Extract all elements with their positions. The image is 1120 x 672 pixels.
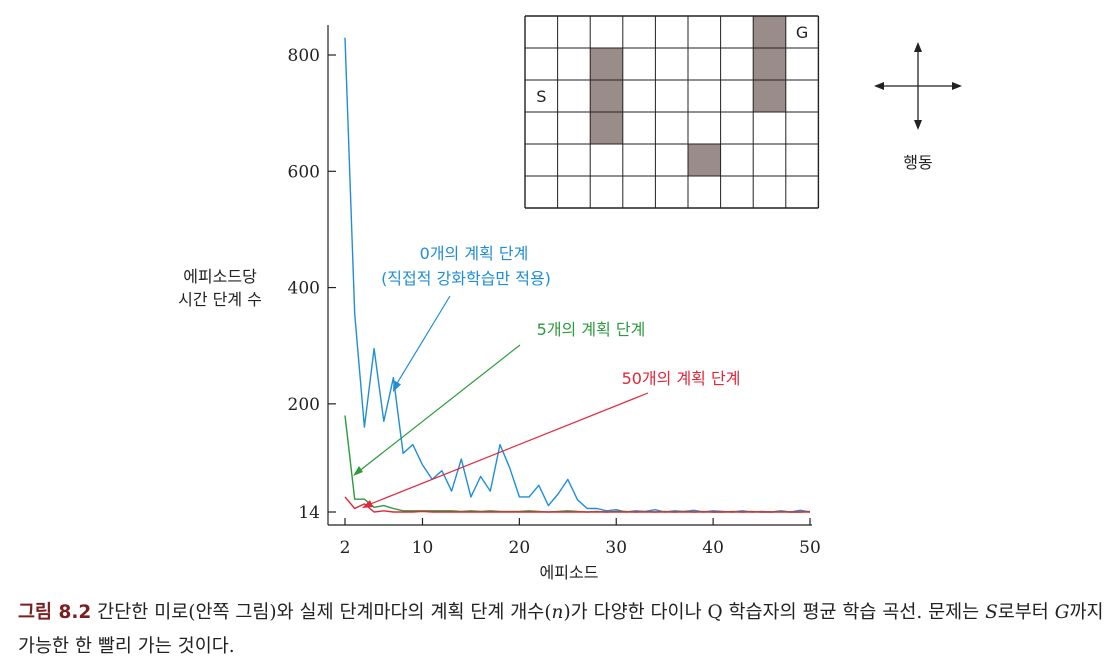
series-layer <box>344 37 811 513</box>
annotation-0-arrow-line <box>395 295 451 386</box>
caption-label: 그림 8.2 <box>18 602 92 623</box>
maze-wall-cell <box>753 16 786 48</box>
y-tick-label: 800 <box>288 46 320 66</box>
maze-wall-cell <box>590 48 623 80</box>
maze-wall-cell <box>753 48 786 80</box>
maze-inset: SG <box>524 15 820 209</box>
x-tick-label: 2 <box>340 538 351 558</box>
maze-wall-cell <box>688 144 721 176</box>
caption-text-3: 로부터 <box>997 602 1055 623</box>
y-ticks: 14 200 400 600 800 <box>288 46 336 523</box>
x-tick-label: 20 <box>509 538 531 558</box>
caption-text-2: )가 다양한 다이나 Q 학습자의 평균 학습 곡선. 문제는 <box>563 602 986 623</box>
annotation-5-arrow-line <box>357 344 521 473</box>
annotation-5-steps: 5개의 계획 단계 <box>537 320 646 339</box>
annotation-0-steps-note: (직접적 강화학습만 적용) <box>381 269 551 288</box>
x-tick-label: 30 <box>605 538 627 558</box>
x-axis-label: 에피소드 <box>540 563 599 582</box>
y-tick-label: 600 <box>288 162 320 182</box>
annotation-0-steps: 0개의 계획 단계 <box>420 244 529 263</box>
x-ticks: 2 10 20 30 40 50 <box>340 518 821 558</box>
learning-curve-figure: 14 200 400 600 800 2 10 20 30 40 50 에피소드당 시간 단계 수… <box>178 15 962 582</box>
actions-label: 행동 <box>903 153 932 172</box>
actions-cross-icon <box>874 42 962 130</box>
y-axis-label-line1: 에피소드당 <box>183 267 257 286</box>
x-tick-label: 10 <box>412 538 434 558</box>
caption-text-4: 까지 가능한 한 빨리 가는 것이다. <box>18 602 1104 657</box>
x-tick-label: 50 <box>799 538 821 558</box>
annotation-0-arrow-head <box>393 380 401 392</box>
maze-start-label: S <box>536 87 546 106</box>
caption-s: S <box>985 602 998 623</box>
caption-text-1: 간단한 미로(안쪽 그림)와 실제 단계마다의 계획 단계 개수( <box>97 602 552 623</box>
series-line-2 <box>344 496 810 513</box>
caption-g: G <box>1054 602 1070 623</box>
maze-wall-cell <box>590 112 623 144</box>
annotation-50-steps: 50개의 계획 단계 <box>622 369 741 388</box>
annotation-50-arrow-line <box>367 392 649 506</box>
annotation-50-arrow-head <box>362 500 373 508</box>
y-axis-label-line2: 시간 단계 수 <box>178 290 262 309</box>
annotation-5-arrow-head <box>353 466 363 476</box>
maze-wall-cell <box>590 80 623 112</box>
caption-n: n <box>551 602 564 623</box>
y-tick-label: 400 <box>288 279 320 299</box>
x-tick-label: 40 <box>702 538 724 558</box>
maze-goal-label: G <box>796 23 808 42</box>
series-line-1 <box>344 415 811 513</box>
figure-caption: 그림 8.2 간단한 미로(안쪽 그림)와 실제 단계마다의 계획 단계 개수(n… <box>18 596 1108 664</box>
maze-wall-cell <box>753 80 786 112</box>
y-tick-label: 14 <box>298 503 320 523</box>
y-tick-label: 200 <box>288 395 320 415</box>
